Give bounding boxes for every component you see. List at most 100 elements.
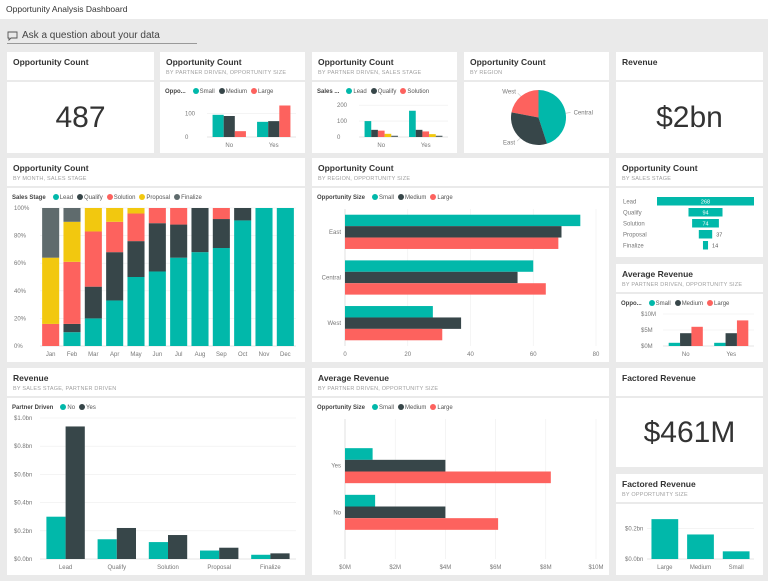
tile-factored-revenue-size[interactable]: Factored Revenue BY OPPORTUNITY SIZE $0.0b… [616, 474, 763, 575]
bar[interactable] [422, 131, 430, 137]
bar[interactable] [234, 131, 246, 137]
funnel-bar[interactable] [688, 208, 723, 217]
bar[interactable] [345, 328, 443, 341]
bar[interactable] [257, 121, 269, 137]
funnel-bar[interactable] [702, 241, 709, 250]
bar[interactable] [345, 448, 373, 460]
bar[interactable] [415, 129, 423, 137]
tile-average-revenue-small[interactable]: Average Revenue BY PARTNER DRIVEN, OPPORT… [616, 264, 763, 362]
bar[interactable] [170, 257, 188, 346]
bar[interactable] [219, 547, 239, 559]
bar[interactable] [42, 208, 60, 258]
legend-item[interactable]: Large [707, 300, 729, 307]
bar[interactable] [191, 208, 209, 253]
bar[interactable] [251, 554, 271, 559]
bar[interactable] [345, 471, 551, 484]
bar[interactable] [63, 221, 81, 262]
bar[interactable] [371, 129, 378, 137]
legend-item[interactable]: Qualify [77, 194, 103, 201]
bar[interactable] [680, 333, 692, 346]
bar[interactable] [170, 208, 188, 225]
bar[interactable] [725, 333, 737, 346]
bar[interactable] [148, 271, 166, 346]
legend-item[interactable]: Small [372, 194, 394, 201]
bar[interactable] [345, 271, 518, 284]
bar[interactable] [377, 130, 385, 137]
tile-opportunity-count-card[interactable]: Opportunity Count 487 [7, 52, 154, 153]
bar[interactable] [276, 208, 294, 346]
bar[interactable] [106, 300, 124, 346]
bar[interactable] [148, 542, 168, 559]
bar[interactable] [364, 121, 372, 137]
bar[interactable] [384, 133, 392, 137]
legend-item[interactable]: Large [430, 404, 453, 411]
legend-item[interactable]: Medium [218, 88, 247, 95]
bar[interactable] [345, 283, 546, 295]
qa-input[interactable]: Ask a question about your data [7, 28, 197, 44]
bar[interactable] [127, 213, 145, 242]
funnel-bar[interactable] [657, 197, 754, 206]
tile-revenue-stage-partner[interactable]: Revenue BY SALES STAGE, PARTNER DRIVEN Par… [7, 368, 305, 575]
bar[interactable] [234, 208, 252, 221]
tile-factored-revenue-card[interactable]: Factored Revenue $461M [616, 368, 763, 467]
bar[interactable] [223, 116, 235, 137]
legend-item[interactable]: Lead [346, 88, 367, 95]
legend-item[interactable]: Large [430, 194, 453, 201]
legend-item[interactable]: Solution [400, 88, 429, 95]
pie-slice[interactable] [511, 90, 539, 118]
bar[interactable] [691, 326, 703, 346]
bar[interactable] [345, 506, 446, 519]
bar[interactable] [345, 518, 499, 530]
bar[interactable] [651, 519, 679, 559]
tile-opportunity-region[interactable]: Opportunity Count BY REGION West Central Eas… [464, 52, 609, 153]
bar[interactable] [84, 318, 102, 346]
bar[interactable] [270, 553, 290, 559]
bar[interactable] [234, 220, 252, 346]
bar[interactable] [63, 261, 81, 324]
legend-item[interactable]: Medium [398, 194, 426, 201]
legend-item[interactable]: Medium [674, 300, 703, 307]
funnel-bar[interactable] [692, 219, 719, 228]
bar[interactable] [435, 135, 443, 137]
bar[interactable] [42, 323, 60, 346]
bar[interactable] [268, 121, 280, 137]
bar[interactable] [63, 323, 81, 333]
bar[interactable] [212, 219, 230, 249]
legend-item[interactable]: No [60, 404, 75, 411]
bar[interactable] [722, 551, 750, 559]
legend-item[interactable]: Medium [398, 404, 426, 411]
legend-item[interactable]: Small [372, 404, 394, 411]
legend-item[interactable]: Large [251, 88, 273, 95]
tile-opportunity-region-size[interactable]: Opportunity Count BY REGION, OPPORTUNITY … [312, 158, 609, 362]
bar[interactable] [345, 260, 534, 272]
bar[interactable] [429, 134, 436, 137]
tile-opportunity-partner-stage[interactable]: Opportunity Count BY PARTNER DRIVEN, SALE… [312, 52, 457, 153]
legend-item[interactable]: Qualify [370, 88, 396, 95]
bar[interactable] [63, 208, 81, 222]
bar[interactable] [345, 494, 376, 507]
pie-slice[interactable] [511, 112, 547, 145]
legend-item[interactable]: Small [648, 300, 671, 307]
bar[interactable] [127, 277, 145, 346]
bar[interactable] [736, 320, 749, 346]
bar[interactable] [84, 231, 102, 287]
legend-item[interactable]: Proposal [139, 194, 170, 201]
bar[interactable] [345, 214, 581, 227]
bar[interactable] [345, 459, 446, 472]
legend-item[interactable]: Solution [106, 194, 135, 201]
tile-opportunity-month-stage[interactable]: Opportunity Count BY MONTH, SALES STAGE Sa… [7, 158, 305, 362]
bar[interactable] [391, 135, 398, 137]
bar[interactable] [65, 426, 85, 559]
pie-slice[interactable] [538, 90, 567, 144]
bar[interactable] [97, 539, 117, 559]
bar[interactable] [63, 332, 81, 346]
bar[interactable] [127, 241, 145, 277]
bar[interactable] [42, 257, 60, 324]
bar[interactable] [84, 286, 102, 319]
bar[interactable] [345, 306, 433, 318]
legend-item[interactable]: Finalize [174, 194, 202, 201]
bar[interactable] [345, 226, 562, 238]
legend-item[interactable]: Lead [52, 194, 73, 201]
bar[interactable] [170, 224, 188, 258]
tile-average-revenue-partner-size[interactable]: Average Revenue BY PARTNER DRIVEN, OPPORT… [312, 368, 609, 575]
